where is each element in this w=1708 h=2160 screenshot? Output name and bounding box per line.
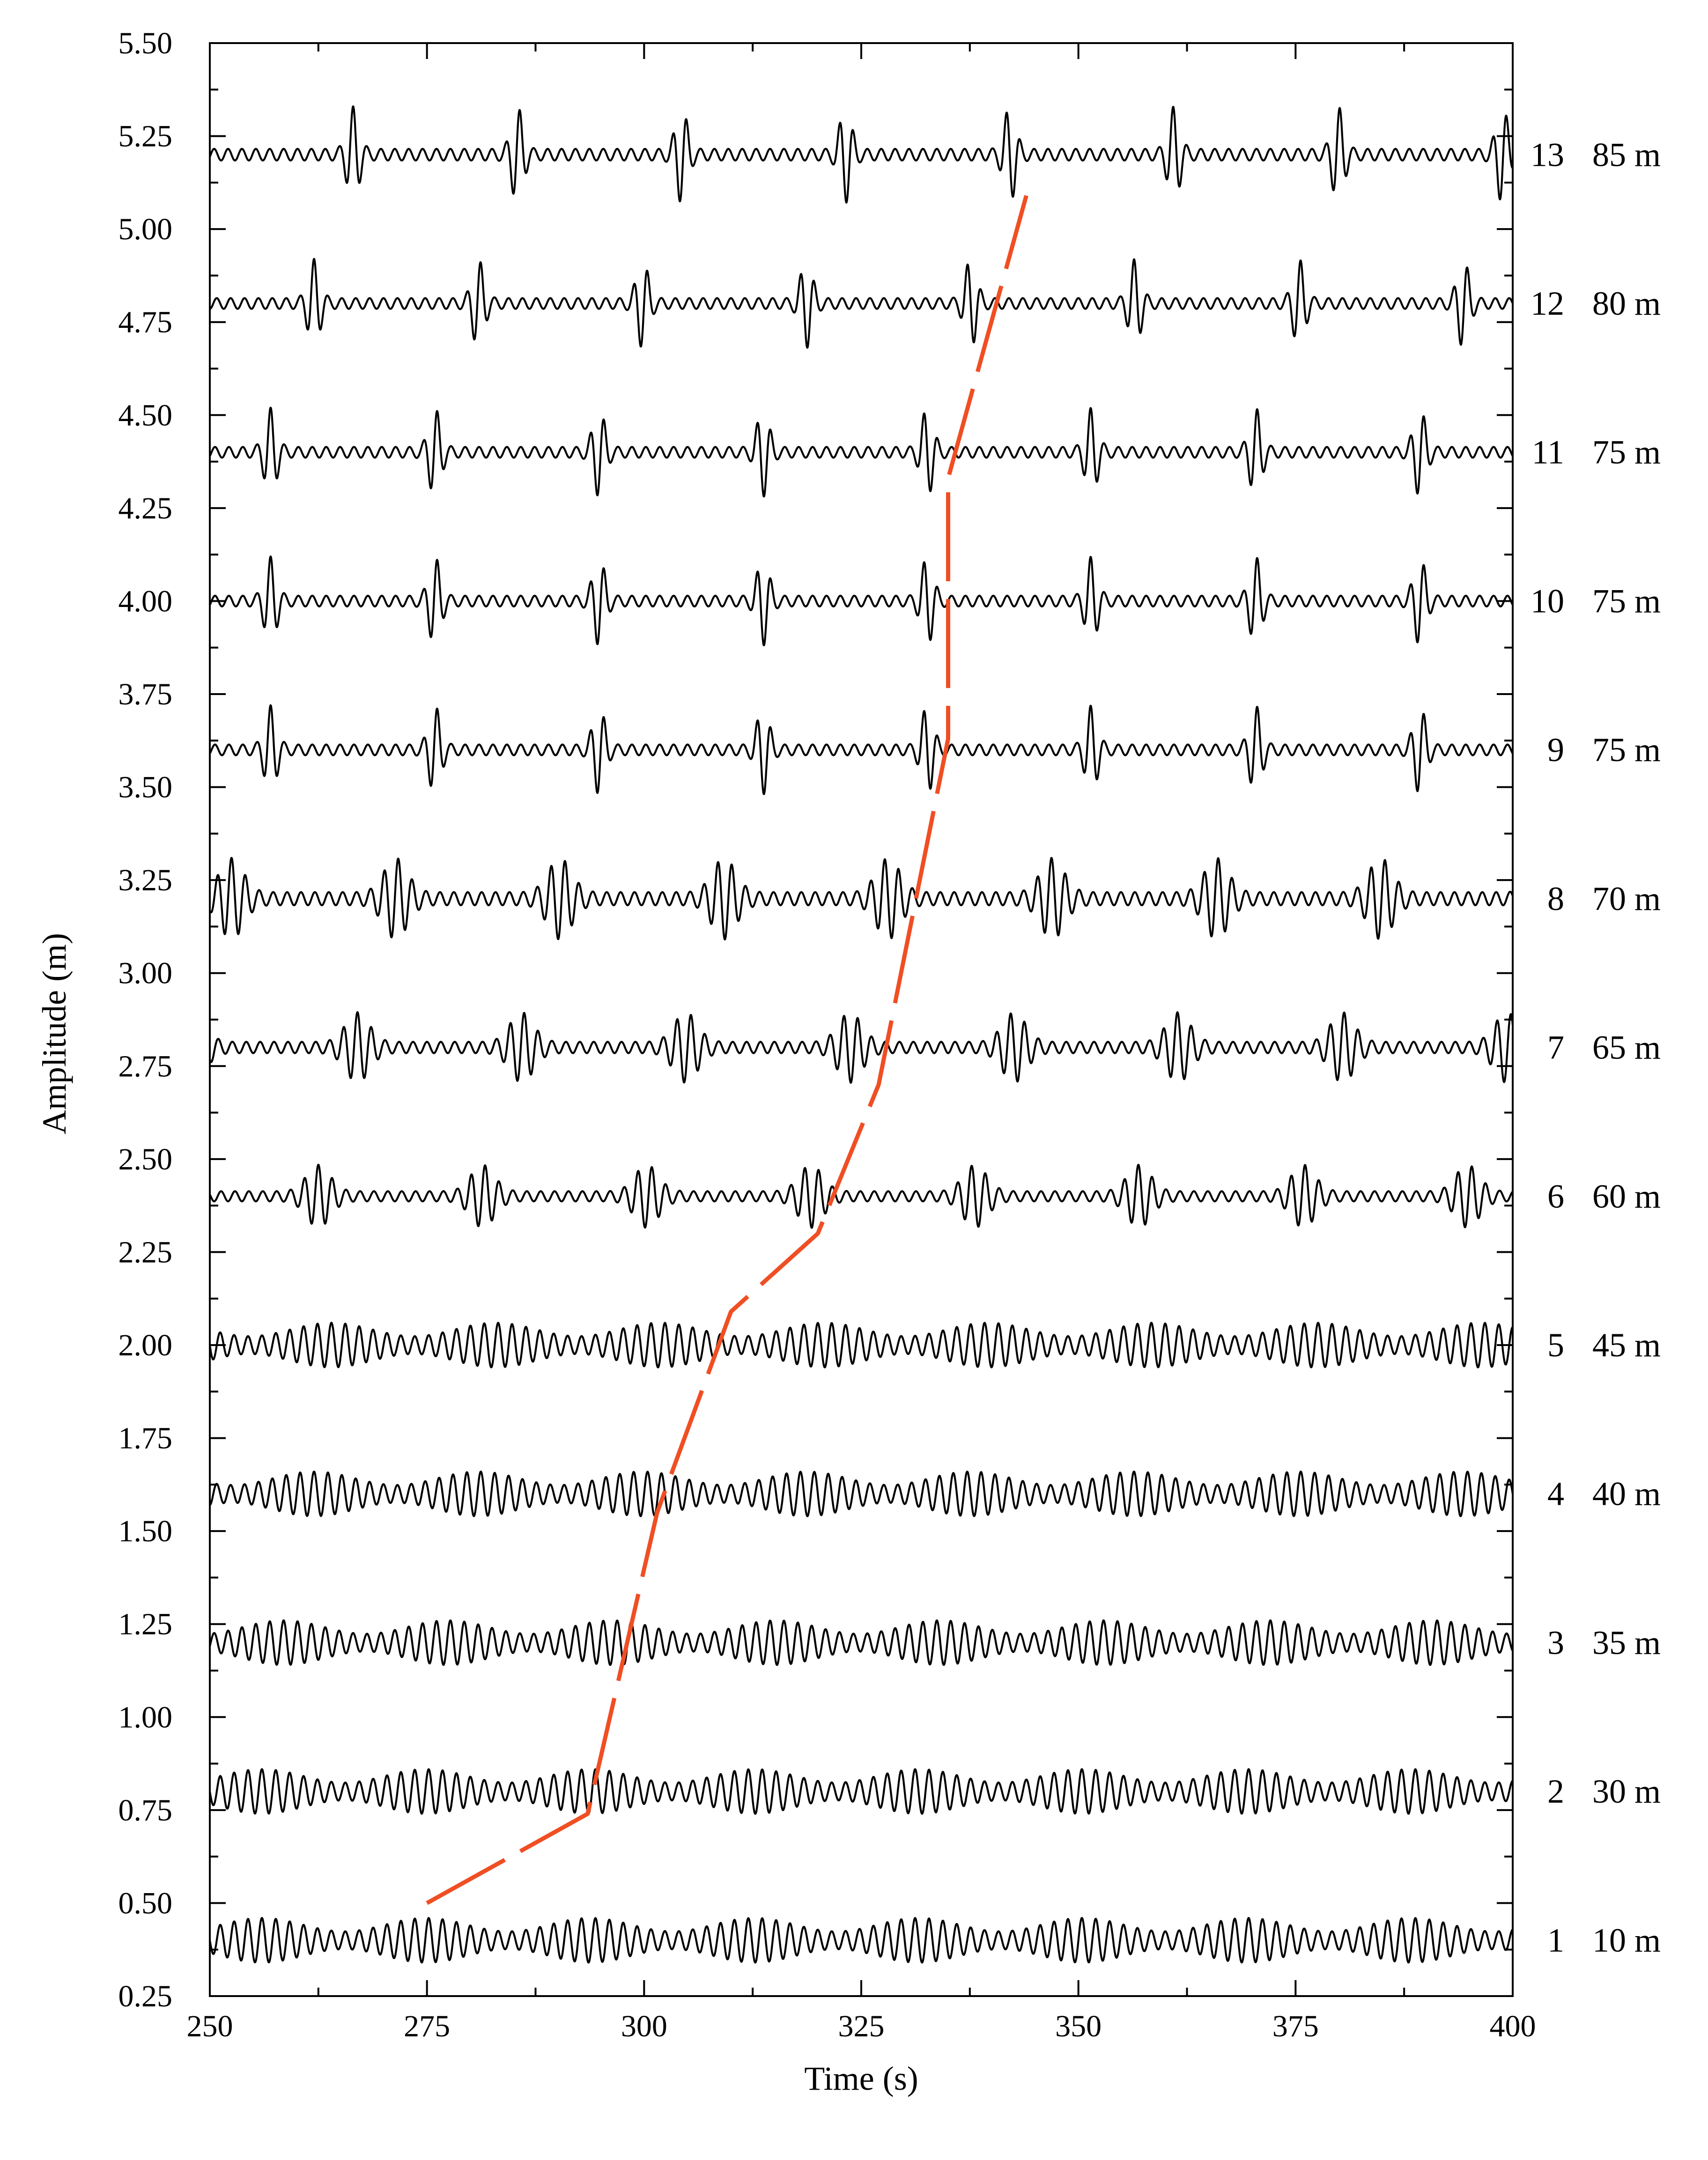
gauge-distance-label: 40 m: [1592, 1475, 1661, 1513]
wave-series-11: [209, 407, 1514, 498]
x-tick-label: 375: [1272, 2009, 1319, 2043]
gauge-distance-label: 45 m: [1592, 1326, 1661, 1364]
wave-series-9: [209, 704, 1514, 795]
gauge-number-label: 4: [1547, 1475, 1564, 1513]
y-tick-label: 0.25: [118, 1979, 173, 2013]
y-tick-label: 0.75: [118, 1793, 173, 1827]
y-tick-label: 1.00: [118, 1700, 173, 1734]
y-tick-label: 5.25: [118, 119, 173, 154]
y-tick-label: 4.25: [118, 491, 173, 525]
gauge-labels: 1 10 m 2 30 m 3 35 m 4 40 m 5 45 m 6 60 m 7 65 m 8 70 m…: [1531, 136, 1661, 1959]
y-tick-label: 2.00: [118, 1328, 173, 1362]
gauge-distance-label: 30 m: [1592, 1773, 1661, 1810]
x-axis-title: Time (s): [804, 2060, 918, 2097]
wave-series-5: [208, 1322, 1514, 1368]
x-tick-label: 350: [1055, 2009, 1102, 2043]
gauge-number-label: 10: [1531, 582, 1564, 620]
wave-series-4: [209, 1471, 1514, 1517]
gauge-number-label: 11: [1532, 434, 1564, 471]
y-tick-label: 4.50: [118, 398, 173, 432]
wave-series-8: [209, 857, 1514, 940]
y-tick-label: 2.25: [118, 1235, 173, 1269]
gauge-distance-label: 35 m: [1592, 1624, 1661, 1661]
wave-series-6: [209, 1163, 1514, 1229]
y-tick-label: 1.75: [118, 1421, 173, 1456]
gauge-number-label: 2: [1547, 1773, 1564, 1810]
x-tick-label: 325: [838, 2009, 885, 2043]
y-tick-label: 1.25: [118, 1607, 173, 1642]
gauge-number-label: 13: [1531, 136, 1564, 173]
gauge-distance-label: 75 m: [1592, 582, 1661, 620]
group-trace-line: [426, 195, 1028, 1905]
gauge-distance-label: 75 m: [1592, 434, 1661, 471]
y-tick-label: 5.00: [118, 212, 173, 246]
gauge-number-label: 6: [1547, 1177, 1564, 1215]
gauge-distance-label: 80 m: [1592, 285, 1661, 322]
wave-series-1: [208, 1917, 1514, 1964]
wave-traces: [208, 105, 1514, 1964]
gauge-distance-label: 65 m: [1592, 1029, 1661, 1066]
gauge-number-label: 7: [1547, 1029, 1564, 1066]
gauge-number-label: 8: [1547, 880, 1564, 917]
gauge-number-label: 3: [1547, 1624, 1564, 1661]
gauge-distance-label: 10 m: [1592, 1922, 1661, 1959]
y-tick-label: 4.00: [118, 584, 173, 618]
gauge-distance-label: 85 m: [1592, 136, 1661, 173]
gauge-number-label: 5: [1547, 1326, 1564, 1364]
gauge-number-label: 12: [1531, 285, 1564, 322]
y-tick-label: 3.75: [118, 677, 173, 711]
y-tick-label: 3.00: [118, 956, 173, 991]
y-tick-label: 4.75: [118, 305, 173, 340]
x-tick-label: 400: [1490, 2009, 1536, 2043]
wave-series-7: [208, 1011, 1514, 1084]
y-tick-label: 3.50: [118, 770, 173, 805]
y-tick-label: 2.50: [118, 1142, 173, 1176]
gauge-distance-label: 70 m: [1592, 880, 1661, 917]
y-tick-label: 0.50: [118, 1886, 173, 1920]
wave-series-2: [208, 1768, 1514, 1815]
wave-series-13: [209, 105, 1514, 204]
group-trace-dashed-line: [426, 195, 1028, 1905]
y-tick-label: 1.50: [118, 1514, 173, 1548]
wave-series-12: [209, 258, 1514, 349]
x-axis-ticks: 250 275 300 325 350 375 400: [187, 43, 1536, 2043]
y-tick-label: 3.25: [118, 863, 173, 897]
wave-series-3: [208, 1619, 1514, 1666]
y-axis-title: Amplitude (m): [36, 933, 73, 1134]
gauge-distance-label: 75 m: [1592, 731, 1661, 769]
gauge-number-label: 1: [1547, 1922, 1564, 1959]
x-tick-label: 300: [621, 2009, 667, 2043]
gauge-number-label: 9: [1547, 731, 1564, 769]
x-tick-label: 250: [187, 2009, 233, 2043]
gauge-distance-label: 60 m: [1592, 1177, 1661, 1215]
wave-series-10: [209, 555, 1514, 646]
y-tick-label: 5.50: [118, 26, 173, 60]
y-axis-ticks: 0.25 0.50 0.75 1.00 1.25 1.50 1.75 2.00 2.25 2.50…: [118, 26, 1513, 2013]
x-tick-label: 275: [404, 2009, 450, 2043]
y-tick-label: 2.75: [118, 1049, 173, 1083]
